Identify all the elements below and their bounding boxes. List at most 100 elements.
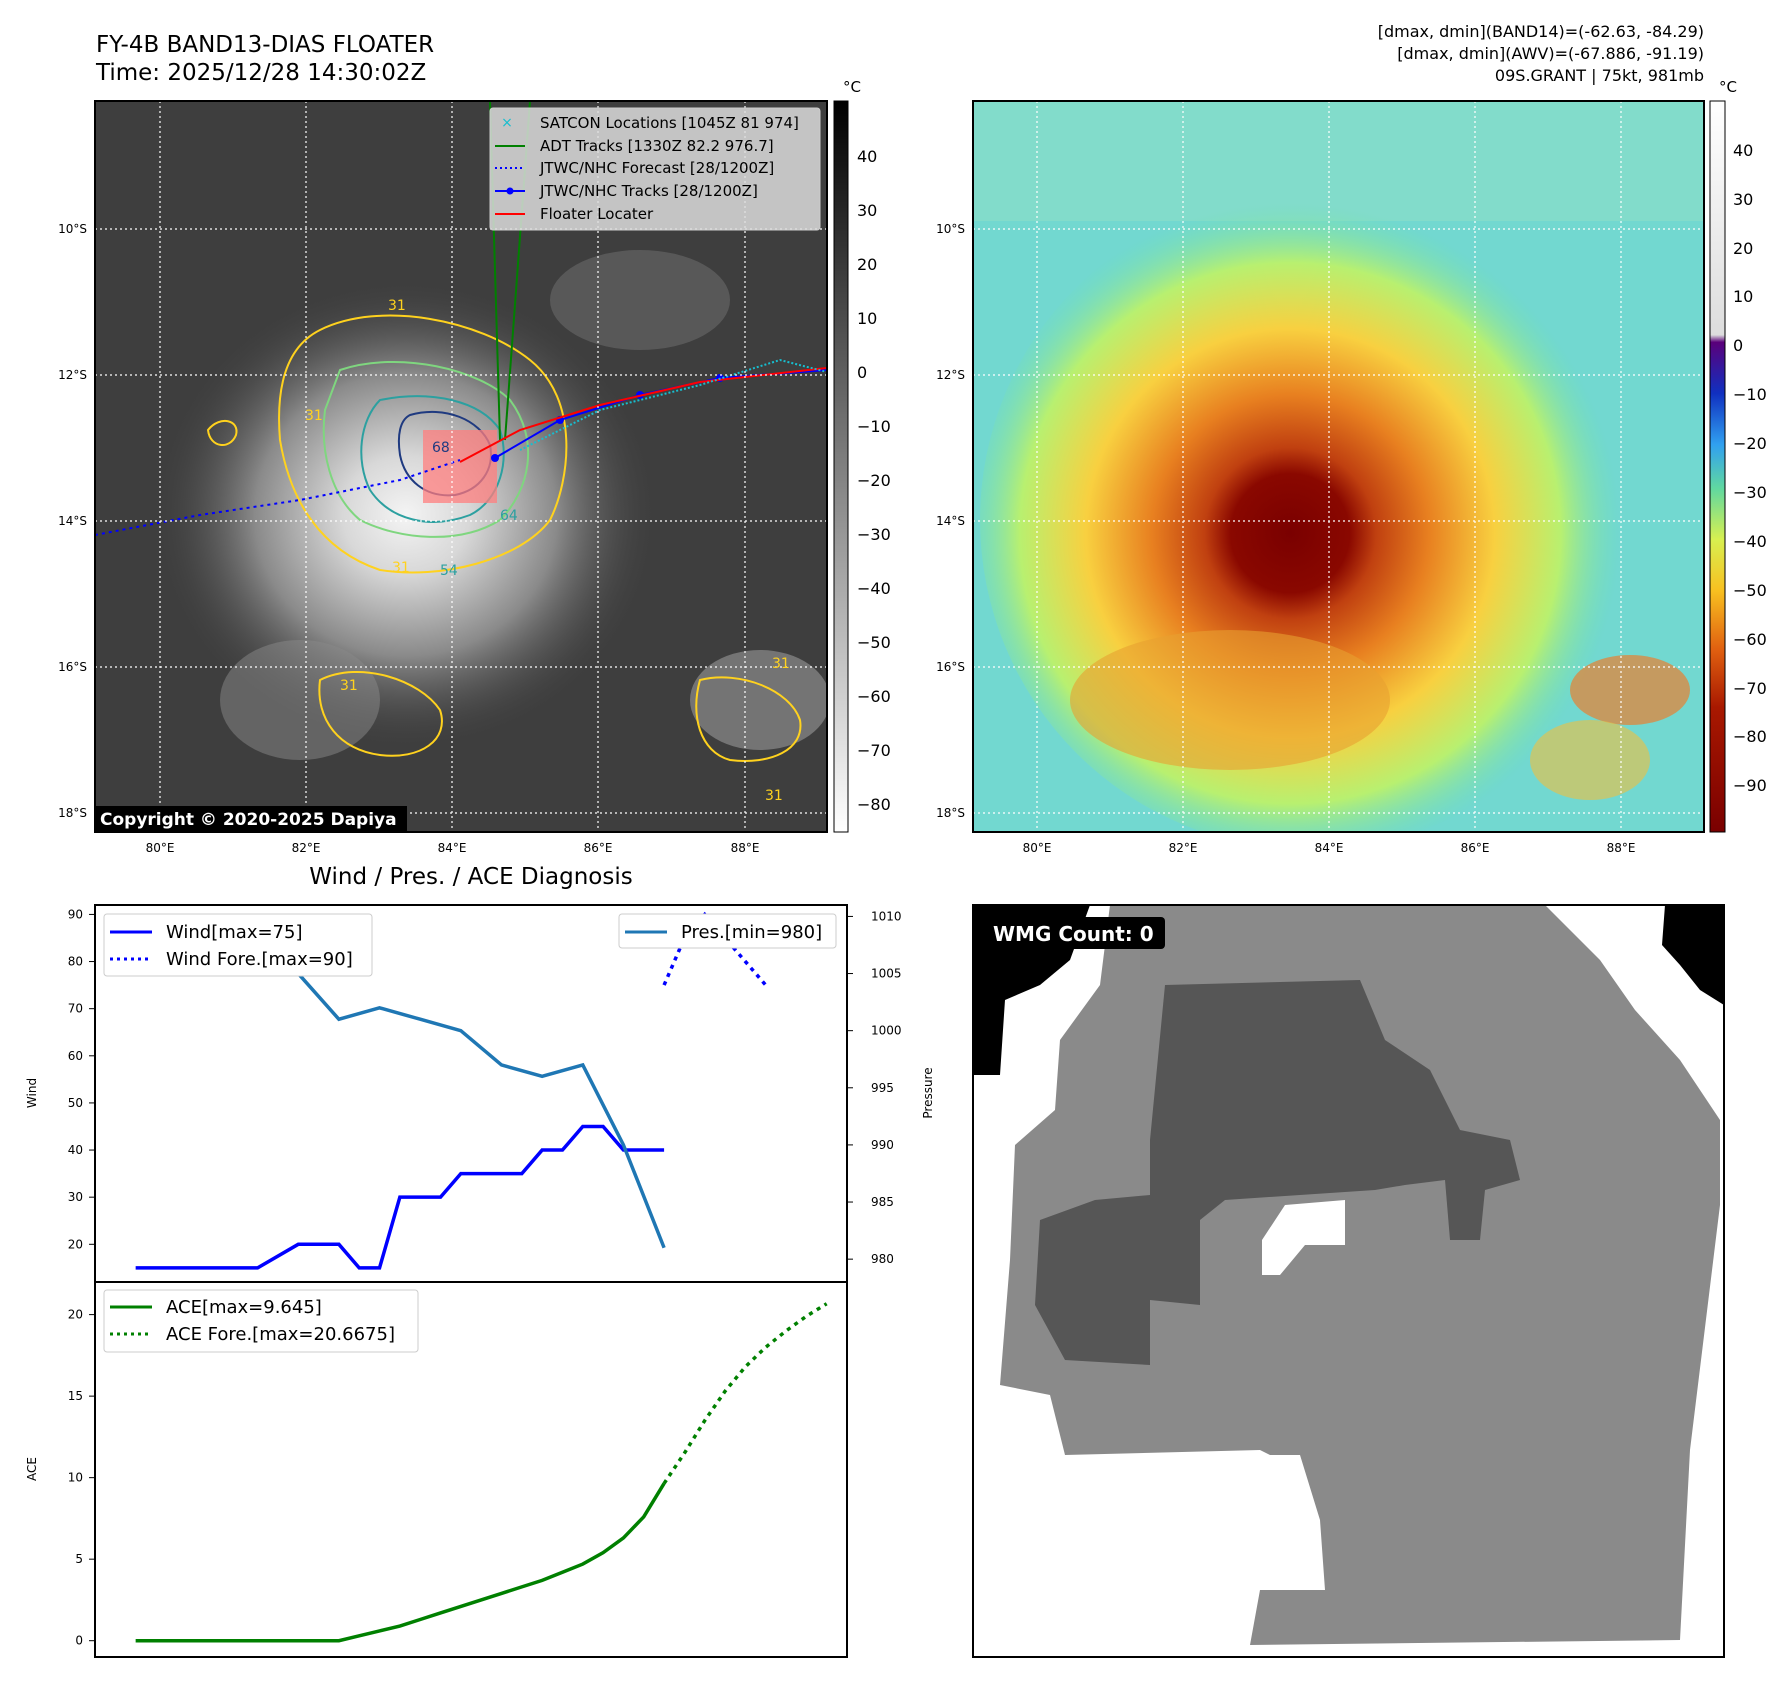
x-marker-icon: × — [501, 115, 513, 131]
colorbar-tick: 30 — [857, 201, 877, 220]
pressure-legend: Pres.[min=980] — [618, 913, 837, 949]
diagnosis-title: Wind / Pres. / ACE Diagnosis — [309, 864, 632, 890]
series-line-wind — [135, 1124, 665, 1270]
lat-label: 12°S — [58, 368, 87, 382]
lat-label: 12°S — [936, 368, 965, 382]
lat-label: 18°S — [58, 806, 87, 820]
wmg-count: WMG Count: 0 — [993, 922, 1154, 946]
lon-label: 86°E — [1461, 841, 1490, 855]
colorbar-tick: −70 — [1733, 679, 1767, 698]
lat-label: 10°S — [936, 222, 965, 236]
colorbar-tick: 0 — [1733, 336, 1743, 355]
copyright-box — [95, 806, 407, 832]
colorbar-tick: −40 — [1733, 532, 1767, 551]
wmg-panel: WMG Count: 0 — [972, 904, 1725, 1658]
pressure-ylabel: Pressure — [921, 1067, 935, 1118]
contour-label: 31 — [305, 408, 323, 424]
lat-label: 14°S — [58, 514, 87, 528]
wind-tick-label: 20 — [68, 1237, 83, 1251]
left-map-frame — [94, 100, 828, 833]
pressure-tick-label: 980 — [871, 1252, 894, 1266]
lon-label: 82°E — [292, 841, 321, 855]
colorbar-unit: °C — [843, 78, 861, 96]
colorbar-tick: −30 — [857, 525, 891, 544]
colorbar-tick: 40 — [1733, 141, 1753, 160]
lon-label: 88°E — [1607, 841, 1636, 855]
legend-pressure: Pres.[min=980] — [681, 922, 822, 943]
colorbar-tick: −50 — [1733, 581, 1767, 600]
pressure-tick-label: 995 — [871, 1081, 894, 1095]
contour-label: 54 — [440, 563, 458, 579]
colorbar-tick: 10 — [1733, 287, 1753, 306]
figure-time: Time: 2025/12/28 14:30:02Z — [95, 60, 426, 86]
contour-label: 31 — [765, 788, 783, 804]
colorbar-tick: 20 — [857, 255, 877, 274]
colorbar-tick: −30 — [1733, 483, 1767, 502]
wind-tick-label: 80 — [68, 955, 83, 969]
wind-tick-label: 60 — [68, 1049, 83, 1063]
contour-label: 31 — [772, 656, 790, 672]
ir-color-map — [973, 101, 1704, 832]
copyright-text: Copyright © 2020-2025 Dapiya — [100, 810, 397, 830]
ace-tick-label: 15 — [68, 1389, 83, 1403]
pressure-tick-label: 990 — [871, 1138, 894, 1152]
colorbar-tick: −60 — [1733, 630, 1767, 649]
wind-tick-label: 90 — [68, 907, 83, 921]
lon-label: 82°E — [1169, 841, 1198, 855]
legend-floater: Floater Locater — [540, 205, 654, 223]
colorbar-tick: −20 — [1733, 434, 1767, 453]
pressure-tick-label: 1000 — [871, 1024, 902, 1038]
lon-label: 84°E — [438, 841, 467, 855]
wind-tick-label: 30 — [68, 1190, 83, 1204]
lat-label: 10°S — [58, 222, 87, 236]
info-storm: 09S.GRANT | 75kt, 981mb — [1495, 66, 1704, 85]
colorbar-tick: −80 — [1733, 727, 1767, 746]
pressure-tick-label: 985 — [871, 1195, 894, 1209]
pressure-tick-label: 1010 — [871, 909, 902, 923]
colorbar-tick: −20 — [857, 471, 891, 490]
lat-label: 16°S — [936, 660, 965, 674]
gray-colorbar: °C 40 30 20 10 0 −10 −20 −30 −40 −50 −60… — [833, 78, 891, 833]
lat-label: 18°S — [936, 806, 965, 820]
ace-tick-label: 5 — [75, 1552, 83, 1566]
legend-wind-forecast: Wind Fore.[max=90] — [166, 949, 353, 970]
colorbar-tick: −10 — [1733, 385, 1767, 404]
legend-wind: Wind[max=75] — [166, 922, 303, 943]
wind-tick-label: 40 — [68, 1143, 83, 1157]
colorbar-tick: −10 — [857, 417, 891, 436]
map-legend: × SATCON Locations [1045Z 81 974] ADT Tr… — [489, 107, 821, 231]
colorbar-unit: °C — [1719, 78, 1737, 96]
colorbar-tick: 40 — [857, 147, 877, 166]
info-band14: [dmax, dmin](BAND14)=(-62.63, -84.29) — [1378, 22, 1704, 41]
right-lon-labels: 80°E 82°E 84°E 86°E 88°E — [1023, 841, 1636, 855]
figure-title: FY-4B BAND13-DIAS FLOATER — [96, 32, 434, 58]
wind-legend: Wind[max=75] Wind Fore.[max=90] — [103, 913, 373, 977]
ace-tick-label: 0 — [75, 1634, 83, 1648]
colorbar-tick: −90 — [1733, 776, 1767, 795]
contour-label: 31 — [340, 678, 358, 694]
legend-ace-forecast: ACE Fore.[max=20.6675] — [166, 1324, 395, 1345]
pressure-tick-label: 1005 — [871, 967, 902, 981]
contour-label: 68 — [432, 440, 450, 456]
lon-label: 88°E — [731, 841, 760, 855]
series-line-ace — [135, 1482, 666, 1643]
color-colorbar: °C 40 30 20 10 0 −10 −20 −30 −40 −50 −60… — [1709, 78, 1767, 833]
right-lat-labels: 10°S 12°S 14°S 16°S 18°S — [936, 222, 965, 820]
colorbar-tick: −50 — [857, 633, 891, 652]
contour-label: 31 — [388, 298, 406, 314]
ace-legend: ACE[max=9.645] ACE Fore.[max=20.6675] — [103, 1289, 419, 1353]
ace-tick-label: 20 — [68, 1308, 83, 1322]
contour-label: 31 — [392, 560, 410, 576]
lat-label: 16°S — [58, 660, 87, 674]
colorbar-tick: −40 — [857, 579, 891, 598]
lon-label: 84°E — [1315, 841, 1344, 855]
left-lat-labels: 10°S 12°S 14°S 16°S 18°S — [58, 222, 87, 820]
ace-tick-label: 10 — [68, 1471, 83, 1485]
colorbar-tick: 0 — [857, 363, 867, 382]
legend-ace: ACE[max=9.645] — [166, 1297, 322, 1318]
legend-satcon: SATCON Locations [1045Z 81 974] — [540, 114, 799, 132]
legend-tracks: JTWC/NHC Tracks [28/1200Z] — [539, 182, 758, 200]
contour-label: 64 — [500, 508, 518, 524]
info-awv: [dmax, dmin](AWV)=(-67.886, -91.19) — [1397, 44, 1704, 63]
